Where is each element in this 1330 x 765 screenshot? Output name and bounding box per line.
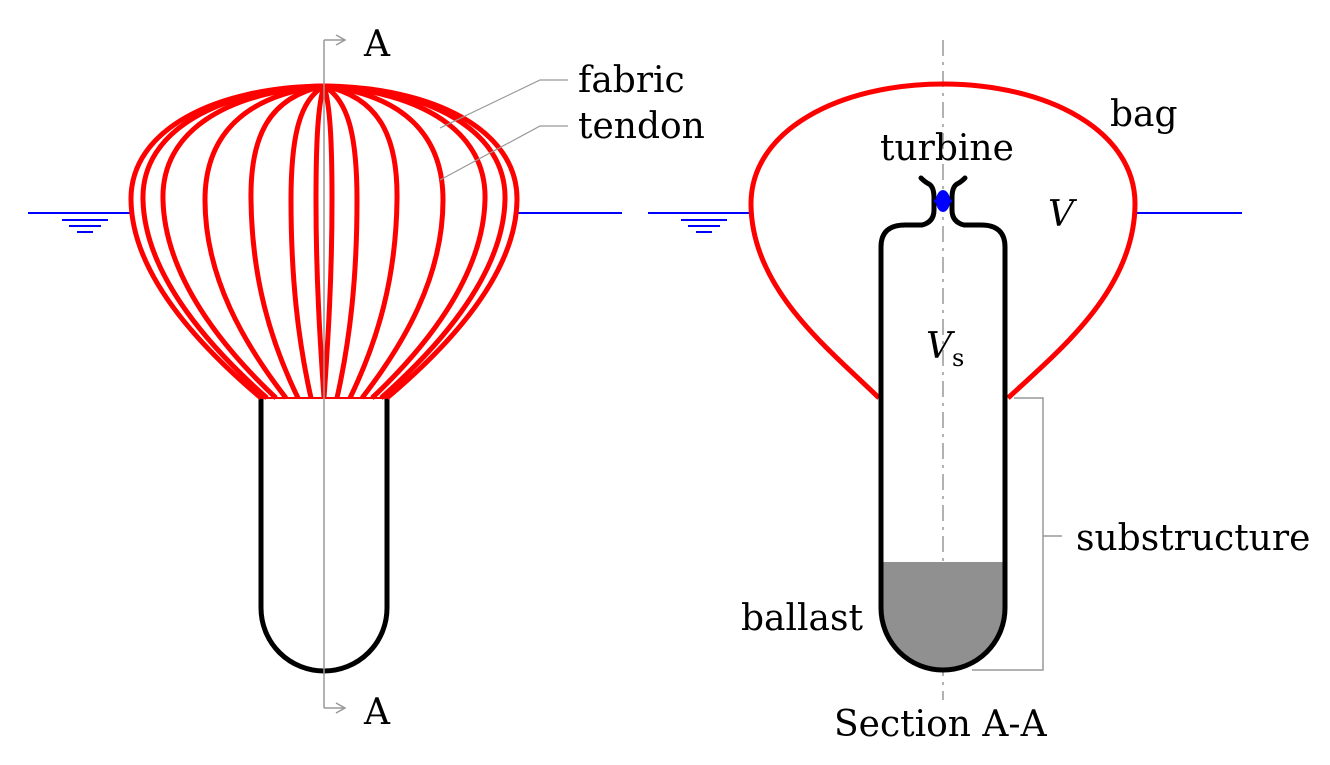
- fabric-label: fabric: [578, 60, 685, 101]
- bag-outline: [748, 81, 1138, 400]
- ballast-label: ballast: [741, 598, 863, 639]
- substructure-section: [878, 175, 1008, 673]
- section-mark-top: A: [363, 24, 391, 65]
- section-mark-bottom: A: [363, 692, 391, 733]
- leader-lines-left: [439, 79, 568, 181]
- section-title: Section A-A: [834, 704, 1048, 745]
- substructure-bracket: [972, 397, 1062, 671]
- turbine-icon: [934, 190, 952, 212]
- elevation-view: A A fabric tendon: [28, 24, 705, 733]
- inner-volume-label: Vs: [926, 326, 964, 372]
- water-level-symbol-right: [681, 219, 727, 233]
- bag-label: bag: [1110, 94, 1178, 135]
- water-level-symbol-left: [62, 219, 108, 233]
- waterline-right: [648, 212, 1242, 233]
- substructure-label: substructure: [1076, 518, 1310, 559]
- section-cut-line: [323, 34, 347, 714]
- ballast-fill: [881, 562, 1005, 670]
- section-view: bag turbine V Vs ballast substructure Se…: [648, 40, 1310, 745]
- volume-label: V: [1048, 194, 1078, 235]
- turbine-label: turbine: [880, 128, 1014, 169]
- tendon-label: tendon: [578, 106, 705, 147]
- waterline-left: [28, 212, 622, 233]
